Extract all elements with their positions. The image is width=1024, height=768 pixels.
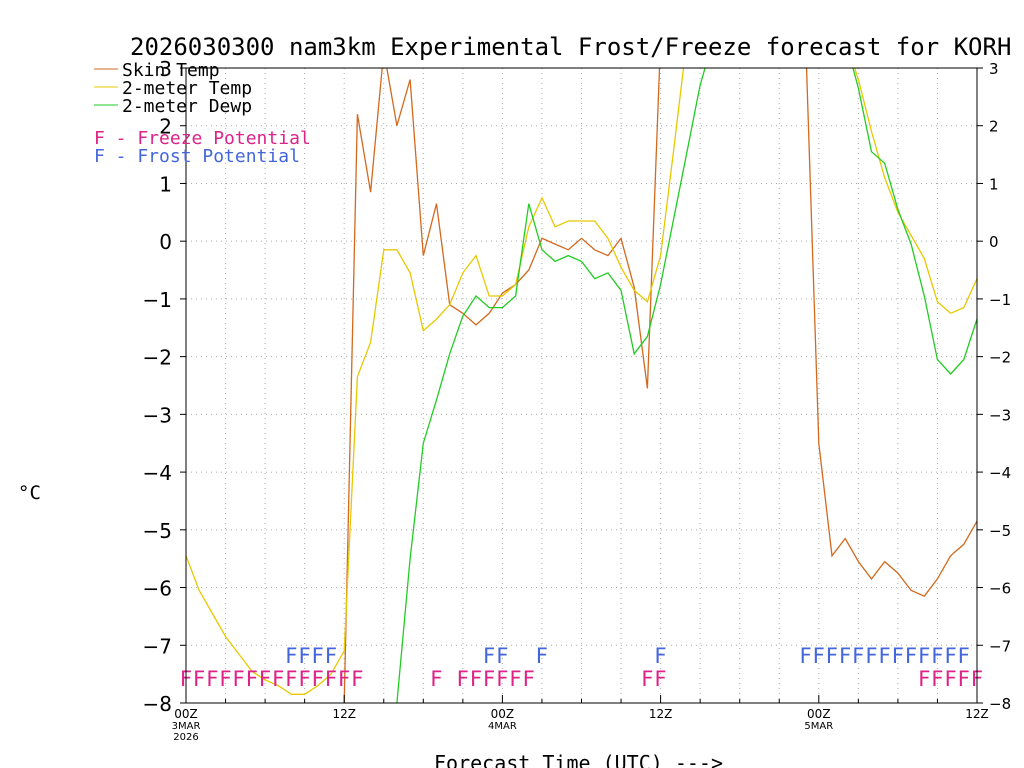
series-line-skin-temp (343, 68, 977, 703)
frost-potential-marker: F (299, 644, 311, 668)
frost-potential-marker: F (325, 644, 337, 668)
series-line-2-meter-dewp (396, 68, 977, 703)
freeze-potential-marker: F (510, 667, 522, 691)
potential-markers: F F F F F F F F F F F F F F F F F F F F F F F F F F F FF F F F F F F F F F F F… (180, 644, 983, 691)
freeze-potential-marker: F (496, 667, 508, 691)
y-tick-label-left: 3 (159, 57, 172, 81)
y-tick-label-left: −3 (143, 403, 172, 427)
frost-potential-marker: F (483, 644, 495, 668)
y-tick-label-right: −8 (989, 695, 1011, 713)
y-tick-label-right: 2 (989, 118, 999, 136)
x-tick-label: 00Z (491, 707, 515, 721)
x-tick-label: 00Z (174, 707, 198, 721)
series-lines (186, 68, 977, 703)
legend-label-frost: F - Frost Potential (94, 146, 300, 167)
x-tick-label: 00Z (807, 707, 831, 721)
chart-title: 2026030300 nam3km Experimental Frost/Fre… (130, 33, 1011, 61)
y-tick-label-right: −1 (989, 291, 1011, 309)
freeze-potential-marker: F (338, 667, 350, 691)
y-tick-label-right: −4 (989, 464, 1011, 482)
series-line-2-meter-temp (186, 68, 977, 695)
frost-potential-marker: F (285, 644, 297, 668)
freeze-potential-marker: F (272, 667, 284, 691)
frost-potential-marker: F (852, 644, 864, 668)
x-tick-label: 2026 (173, 732, 198, 743)
frost-potential-marker: F (496, 644, 508, 668)
freeze-potential-marker: F (523, 667, 535, 691)
freeze-potential-marker: F (206, 667, 218, 691)
freeze-potential-marker: F (655, 667, 667, 691)
y-tick-label-right: −3 (989, 406, 1011, 424)
freeze-potential-marker: F (470, 667, 482, 691)
x-tick-label: 12Z (965, 707, 989, 721)
x-tick-label: 5MAR (804, 721, 833, 732)
frost-potential-marker: F (931, 644, 943, 668)
freeze-potential-marker: F (958, 667, 970, 691)
freeze-potential-marker: F (457, 667, 469, 691)
y-tick-label-right: −5 (989, 522, 1011, 540)
x-tick-label: 12Z (649, 707, 673, 721)
freeze-potential-marker: F (233, 667, 245, 691)
y-axis-label: °C (18, 482, 41, 504)
frost-potential-marker: F (800, 644, 812, 668)
x-tick-label: 12Z (332, 707, 356, 721)
freeze-potential-marker: F (299, 667, 311, 691)
freeze-potential-marker: F (285, 667, 297, 691)
frost-potential-marker: F (312, 644, 324, 668)
freeze-potential-marker: F (220, 667, 232, 691)
freeze-potential-marker: F (193, 667, 205, 691)
freeze-potential-marker: F (259, 667, 271, 691)
freeze-potential-marker: F (483, 667, 495, 691)
y-tick-label-left: 0 (159, 230, 172, 254)
x-axis-label: Forecast Time (UTC) ---> (434, 751, 723, 768)
y-tick-label-left: 2 (159, 115, 172, 139)
y-tick-label-left: −6 (143, 577, 172, 601)
y-tick-label-right: −2 (989, 349, 1011, 367)
y-tick-label-right: −6 (989, 580, 1011, 598)
freeze-potential-marker: F (430, 667, 442, 691)
y-tick-label-left: −7 (143, 634, 172, 658)
legend-label-dewp: 2-meter Dewp (122, 96, 252, 117)
frost-potential-marker: F (655, 644, 667, 668)
freeze-potential-marker: F (325, 667, 337, 691)
y-axis-ticks: −8 −8 −7 −7 −6 −6 −5 −5 −4 −4 −3 −3 −2 −2 −1 −1 0 0 1 1 2 2 3 3 (143, 57, 1012, 716)
frost-potential-marker: F (918, 644, 930, 668)
x-tick-label: 3MAR (172, 721, 201, 732)
legend: Skin Temp 2-meter Temp 2-meter Dewp F - … (94, 60, 311, 167)
frost-potential-marker: F (892, 644, 904, 668)
y-tick-label-right: 0 (989, 233, 999, 251)
frost-potential-marker: F (905, 644, 917, 668)
y-tick-label-left: −5 (143, 519, 172, 543)
frost-potential-marker: F (945, 644, 957, 668)
y-tick-label-right: 3 (989, 60, 999, 78)
freeze-potential-marker: F (945, 667, 957, 691)
y-tick-label-right: −7 (989, 637, 1011, 655)
frost-potential-marker: F (536, 644, 548, 668)
legend-label-t2m: 2-meter Temp (122, 78, 252, 99)
freeze-potential-marker: F (918, 667, 930, 691)
y-tick-label-left: −1 (143, 288, 172, 312)
freeze-potential-marker: F (246, 667, 258, 691)
freeze-potential-marker: F (641, 667, 653, 691)
legend-label-freeze: F - Freeze Potential (94, 128, 311, 149)
x-tick-label: 4MAR (488, 721, 517, 732)
y-tick-label-left: 1 (159, 172, 172, 196)
frost-potential-marker: F (826, 644, 838, 668)
legend-label-skin: Skin Temp (122, 60, 220, 81)
freeze-potential-marker: F (312, 667, 324, 691)
grid (186, 68, 977, 703)
frost-potential-marker: F (839, 644, 851, 668)
y-tick-label-left: −8 (143, 692, 172, 716)
y-tick-label-right: 1 (989, 175, 999, 193)
frost-potential-marker: F (865, 644, 877, 668)
y-tick-label-left: −4 (143, 461, 172, 485)
y-tick-label-left: −2 (143, 346, 172, 370)
freeze-potential-marker: F (931, 667, 943, 691)
freeze-potential-marker: F (351, 667, 363, 691)
frost-potential-marker: F (879, 644, 891, 668)
frost-potential-marker: F (813, 644, 825, 668)
frost-potential-marker: F (958, 644, 970, 668)
